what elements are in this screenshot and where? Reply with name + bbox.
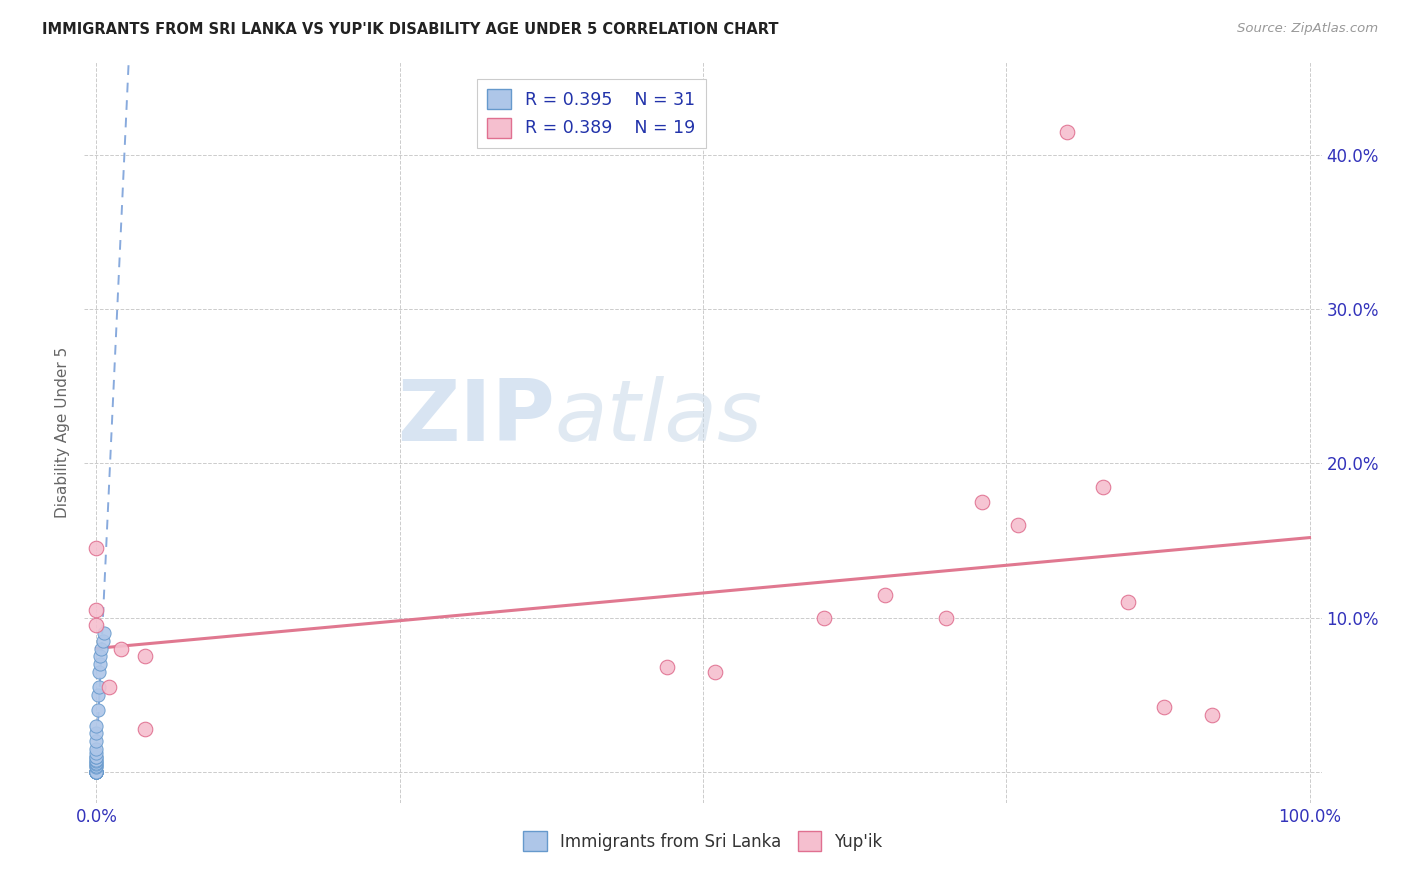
Point xyxy=(86,688,108,702)
Point xyxy=(86,764,108,779)
Point xyxy=(86,753,108,767)
Point xyxy=(873,588,896,602)
Point xyxy=(86,541,108,556)
Text: Source: ZipAtlas.com: Source: ZipAtlas.com xyxy=(1237,22,1378,36)
Point xyxy=(89,657,111,671)
Point xyxy=(86,703,108,717)
Point xyxy=(134,649,156,664)
Point xyxy=(86,726,108,740)
Point xyxy=(90,641,112,656)
Point xyxy=(86,618,108,632)
Text: ZIP: ZIP xyxy=(396,376,554,459)
Point xyxy=(86,758,108,772)
Point xyxy=(86,756,108,770)
Point xyxy=(86,760,108,774)
Point xyxy=(86,764,108,779)
Point xyxy=(86,734,108,748)
Point xyxy=(970,495,993,509)
Legend: Immigrants from Sri Lanka, Yup'ik: Immigrants from Sri Lanka, Yup'ik xyxy=(516,825,890,857)
Point xyxy=(1092,480,1115,494)
Point xyxy=(935,611,957,625)
Point xyxy=(93,626,115,640)
Point xyxy=(813,611,835,625)
Point xyxy=(1201,707,1223,722)
Point xyxy=(86,764,108,779)
Point xyxy=(655,660,678,674)
Point xyxy=(134,722,156,736)
Point xyxy=(704,665,727,679)
Point xyxy=(1153,700,1175,714)
Point xyxy=(110,641,132,656)
Point xyxy=(86,749,108,764)
Point xyxy=(86,603,108,617)
Point xyxy=(86,719,108,733)
Point xyxy=(86,754,108,768)
Text: atlas: atlas xyxy=(554,376,762,459)
Point xyxy=(86,764,108,779)
Text: IMMIGRANTS FROM SRI LANKA VS YUP'IK DISABILITY AGE UNDER 5 CORRELATION CHART: IMMIGRANTS FROM SRI LANKA VS YUP'IK DISA… xyxy=(42,22,779,37)
Point xyxy=(97,680,120,694)
Point xyxy=(86,749,108,764)
Point xyxy=(86,757,108,772)
Y-axis label: Disability Age Under 5: Disability Age Under 5 xyxy=(55,347,70,518)
Point xyxy=(91,633,114,648)
Point xyxy=(87,680,110,694)
Point xyxy=(1116,595,1139,609)
Point xyxy=(86,764,108,779)
Point xyxy=(1007,518,1029,533)
Point xyxy=(86,764,108,779)
Point xyxy=(86,741,108,756)
Point xyxy=(1056,125,1078,139)
Point xyxy=(86,764,108,779)
Point xyxy=(89,649,111,664)
Point xyxy=(86,747,108,761)
Point xyxy=(87,665,110,679)
Point xyxy=(86,764,108,779)
Point xyxy=(86,764,108,779)
